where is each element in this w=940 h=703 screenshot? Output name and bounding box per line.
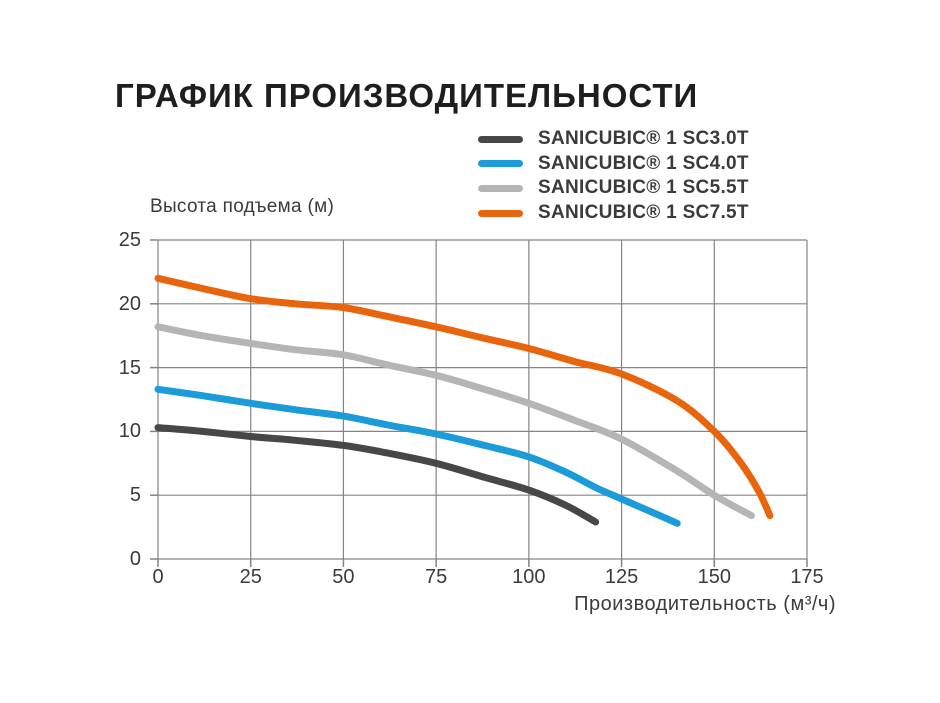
curve-series-4: [154, 274, 774, 520]
x-tick-label-175: 175: [790, 566, 824, 588]
legend-label: SANICUBIC® 1 SC4.0T: [538, 152, 749, 174]
legend-item-3: SANICUBIC® 1 SC5.5T: [478, 176, 749, 201]
curve-series-3: [154, 323, 755, 520]
legend-swatch-icon: [478, 135, 523, 143]
legend-swatch-icon: [478, 209, 523, 217]
y-tick-label-0: 0: [129, 548, 141, 570]
y-tick-label-5: 5: [129, 484, 141, 507]
y-tick-label-20: 20: [118, 292, 141, 315]
curve-series-2: [154, 385, 681, 527]
legend-item-1: SANICUBIC® 1 SC3.0T: [478, 127, 749, 152]
x-tick-label-150: 150: [697, 566, 731, 588]
x-tick-label-75: 75: [425, 566, 448, 588]
legend-swatch-icon: [478, 184, 523, 192]
page-title: ГРАФИК ПРОИЗВОДИТЕЛЬНОСТИ: [115, 77, 699, 114]
curve-series-1: [154, 424, 600, 526]
y-axis-title: Высота подъема (м): [150, 196, 335, 217]
y-tick-label-10: 10: [118, 420, 141, 443]
x-axis-title: Производительность (м³/ч): [574, 593, 836, 615]
legend-item-2: SANICUBIC® 1 SC4.0T: [478, 152, 749, 177]
y-tick-label-25: 25: [118, 229, 141, 251]
legend-item-4: SANICUBIC® 1 SC7.5T: [478, 201, 749, 226]
x-tick-label-125: 125: [604, 566, 639, 588]
x-tick-label-100: 100: [512, 566, 546, 588]
legend-label: SANICUBIC® 1 SC3.0T: [538, 128, 749, 150]
y-tick-label-15: 15: [118, 356, 141, 379]
x-tick-label-50: 50: [332, 566, 355, 588]
legend-swatch-icon: [478, 160, 523, 168]
x-tick-label-25: 25: [239, 566, 262, 588]
legend-label: SANICUBIC® 1 SC5.5T: [538, 177, 749, 199]
legend-label: SANICUBIC® 1 SC7.5T: [538, 202, 749, 224]
x-tick-label-0: 0: [152, 566, 164, 588]
chart-legend: SANICUBIC® 1 SC3.0T SANICUBIC® 1 SC4.0T SA…: [478, 127, 749, 225]
